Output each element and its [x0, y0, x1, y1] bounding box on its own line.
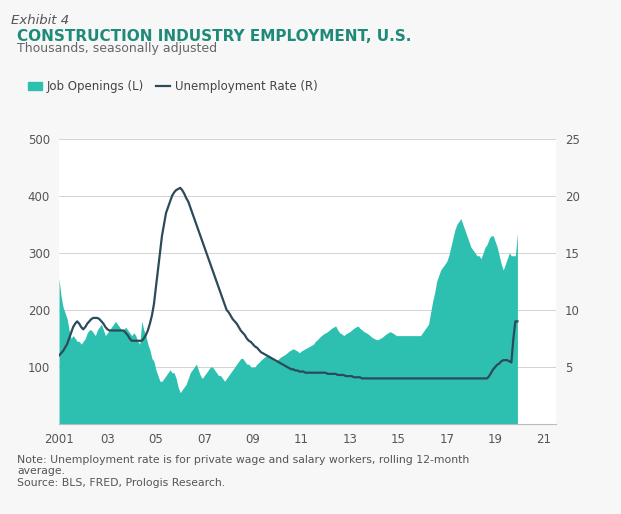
- Text: CONSTRUCTION INDUSTRY EMPLOYMENT, U.S.: CONSTRUCTION INDUSTRY EMPLOYMENT, U.S.: [17, 29, 412, 44]
- Text: Exhibit 4: Exhibit 4: [11, 14, 70, 27]
- Legend: Job Openings (L), Unemployment Rate (R): Job Openings (L), Unemployment Rate (R): [24, 75, 322, 98]
- Text: Thousands, seasonally adjusted: Thousands, seasonally adjusted: [17, 42, 217, 55]
- Text: Note: Unemployment rate is for private wage and salary workers, rolling 12-month: Note: Unemployment rate is for private w…: [17, 455, 469, 488]
